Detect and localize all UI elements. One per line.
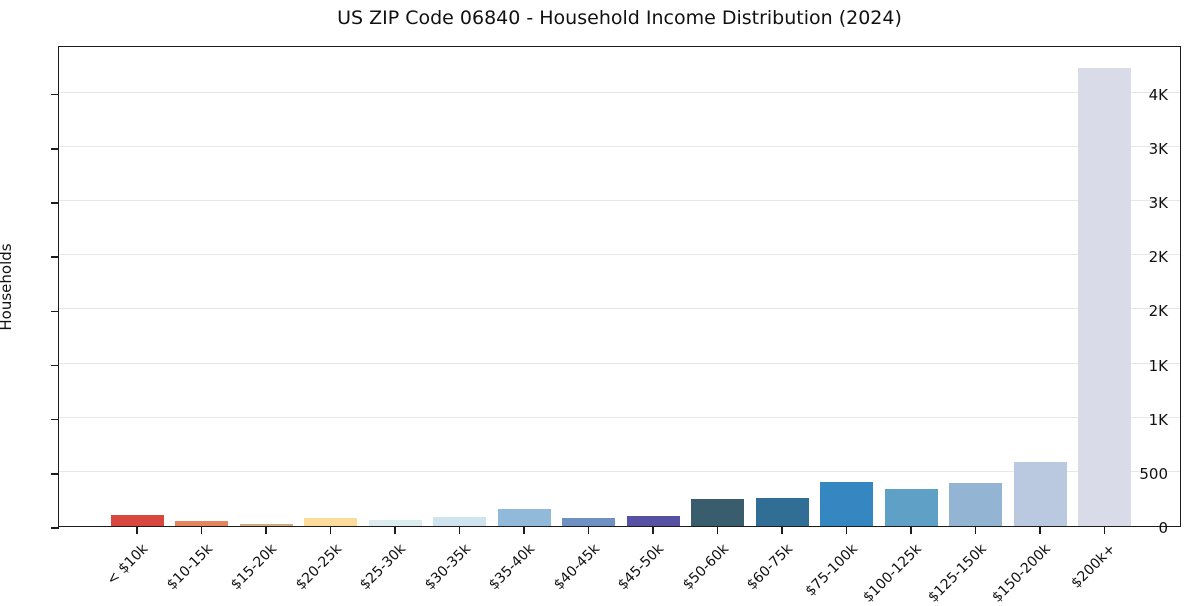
y-tick-mark (51, 527, 59, 529)
bar-$25-30k (368, 519, 422, 526)
x-tick-label: $20-25k (292, 541, 345, 594)
y-tick-label: 4K (1148, 85, 1168, 104)
x-tick-label: $200k+ (1068, 541, 1119, 592)
x-tick-mark (845, 526, 848, 534)
y-tick-label: 2K (1148, 248, 1168, 267)
y-tick-mark (51, 418, 59, 421)
x-tick-mark (329, 526, 332, 534)
y-tick-mark (51, 364, 59, 367)
y-tick-label: 500 (1139, 464, 1168, 483)
x-tick-mark (716, 526, 719, 534)
bar-$75-100k (820, 482, 873, 526)
gridline (59, 145, 1180, 147)
bar-$100-125k (884, 489, 938, 526)
x-tick-label: $150-200k (989, 541, 1055, 606)
bar-$20-25k (304, 518, 357, 526)
y-tick-mark (51, 148, 59, 150)
gridline (59, 308, 1180, 310)
x-tick-mark (587, 526, 590, 534)
x-tick-label: $75-100k (802, 541, 861, 600)
x-tick-label: < $10k (103, 541, 152, 589)
bar-< $10k (110, 514, 164, 526)
gridline (59, 416, 1180, 418)
x-tick-label: $125-150k (925, 541, 990, 606)
x-tick-label: $60-75k (744, 541, 797, 594)
x-tick-label: $45-50k (615, 541, 668, 594)
x-tick-mark (974, 526, 977, 534)
chart-title: US ZIP Code 06840 - Household Income Dis… (337, 7, 902, 29)
gridline (59, 200, 1180, 201)
bar-$10-15k (175, 520, 228, 526)
bar-$200k+ (1078, 67, 1131, 526)
x-tick-mark (781, 526, 783, 534)
x-tick-label: $100-125k (860, 541, 926, 606)
x-tick-mark (136, 526, 138, 534)
gridline (59, 470, 1180, 472)
x-tick-label: $35-40k (486, 541, 539, 594)
x-tick-mark (458, 526, 461, 534)
x-tick-label: $10-15k (163, 541, 216, 594)
x-tick-mark (652, 526, 654, 534)
x-tick-mark (910, 526, 912, 534)
bar-$45-50k (626, 516, 680, 526)
x-tick-mark (523, 526, 525, 534)
x-tick-mark (1103, 526, 1106, 534)
y-tick-mark (51, 202, 59, 204)
y-tick-mark (51, 256, 59, 258)
bar-$50-60k (691, 498, 744, 526)
bar-$125-150k (949, 483, 1002, 526)
gridline (59, 254, 1180, 256)
y-tick-label: 3K (1148, 139, 1168, 158)
y-tick-mark (51, 473, 59, 475)
x-tick-mark (1039, 526, 1041, 534)
bar-$30-35k (433, 517, 486, 526)
y-tick-label: 1K (1148, 410, 1168, 429)
gridline (59, 362, 1180, 364)
y-axis-label: Households (0, 243, 15, 331)
x-tick-mark (394, 526, 396, 534)
gridline (59, 91, 1180, 93)
x-tick-label: $30-35k (421, 541, 474, 594)
y-tick-label: 2K (1148, 302, 1168, 321)
y-tick-label: 0 (1158, 519, 1168, 537)
x-tick-mark (200, 526, 203, 534)
x-tick-mark (265, 526, 267, 534)
y-tick-mark (51, 93, 59, 96)
y-tick-label: 3K (1148, 194, 1168, 212)
y-tick-label: 1K (1148, 356, 1168, 375)
x-tick-label: $25-30k (357, 541, 410, 594)
bar-$40-45k (562, 518, 615, 526)
x-tick-label: $50-60k (679, 541, 732, 594)
bar-$150-200k (1013, 462, 1067, 526)
plot-area: 0 500 1K 1K 2K 2K 3K 3K 4K < $10k $10-15k $15-20k $… (51, 46, 1181, 606)
chart: US ZIP Code 06840 - Household Income Dis… (0, 7, 1181, 606)
bar-$60-75k (755, 498, 809, 526)
y-tick-mark (51, 310, 59, 313)
x-tick-label: $40-45k (550, 541, 603, 594)
bar-$35-40k (497, 508, 551, 526)
bar-$15-20k (239, 523, 293, 526)
x-tick-label: $15-20k (228, 541, 281, 594)
